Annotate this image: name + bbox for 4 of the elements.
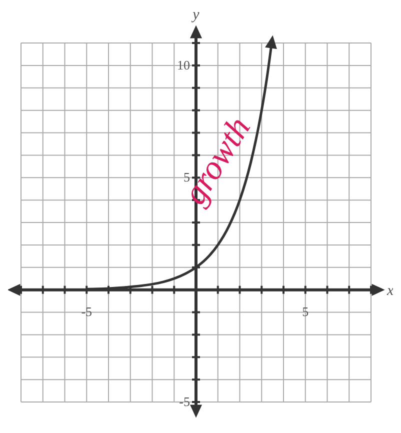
y-tick-label: 5 bbox=[184, 170, 190, 185]
y-tick-label: -5 bbox=[179, 394, 190, 409]
y-tick-label: 10 bbox=[177, 57, 190, 72]
y-axis-title: y bbox=[190, 7, 200, 23]
